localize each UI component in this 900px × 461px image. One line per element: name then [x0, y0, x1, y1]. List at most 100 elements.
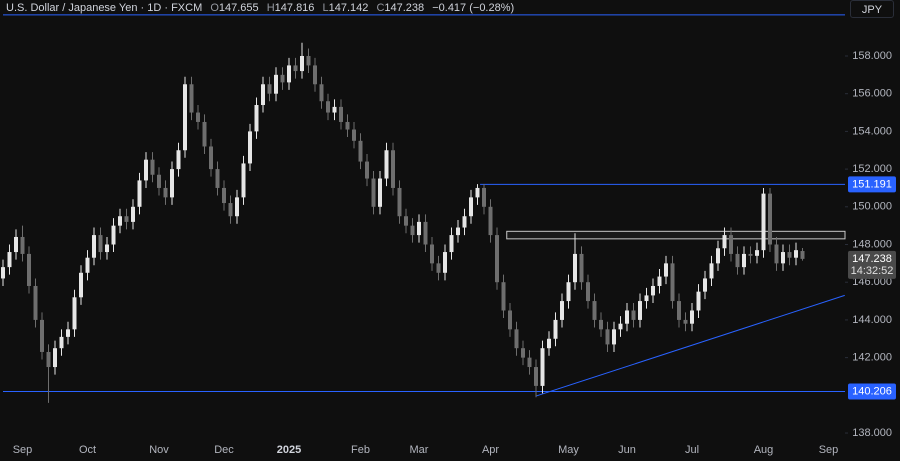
candle-body [105, 244, 109, 253]
candle-body [508, 310, 512, 330]
candle-body [124, 216, 129, 222]
candle-body [664, 263, 668, 277]
ohlc-label: H [266, 2, 275, 14]
x-tick-label: Nov [149, 444, 169, 456]
y-tick-label: 158.000 [852, 50, 892, 62]
candle-body [371, 178, 376, 207]
candle-body [326, 101, 330, 113]
candle-body [183, 84, 187, 151]
candle-body [683, 319, 688, 324]
candle-body [397, 187, 402, 217]
candle-body [423, 221, 428, 245]
x-tick-label: Dec [214, 444, 234, 456]
candle-body [703, 278, 707, 292]
candle-body [781, 252, 785, 264]
candle-body [352, 129, 356, 141]
y-tick-label: 156.000 [852, 88, 892, 100]
candle-body [293, 65, 298, 72]
currency-button[interactable]: JPY [850, 0, 894, 18]
candle-body [716, 248, 720, 264]
candle-body [157, 174, 161, 188]
candle-body [599, 319, 603, 330]
candle-body [358, 140, 363, 162]
candle-body [729, 235, 733, 254]
y-tick-label: 142.000 [852, 352, 892, 364]
candle-body [449, 235, 454, 253]
candle-body [118, 216, 122, 226]
candle-body [319, 84, 324, 102]
candle-body [469, 197, 473, 217]
candle-body [514, 329, 519, 349]
candle-body [774, 244, 779, 264]
candle-body [735, 253, 740, 268]
y-tick-label: 148.000 [852, 238, 892, 250]
countdown-label: 14:32:52 [851, 265, 894, 277]
candle-body [40, 319, 44, 352]
candle-body [254, 105, 259, 132]
y-tick-label: 144.000 [852, 314, 892, 326]
candle-body [430, 244, 434, 264]
candle-body [787, 252, 792, 258]
x-tick-label: Sep [13, 444, 33, 456]
candle-body [66, 329, 70, 337]
candle-body [384, 150, 389, 179]
candle-body [202, 121, 207, 147]
candle-body [98, 235, 103, 253]
candle-body [404, 216, 408, 226]
candle-body [677, 301, 681, 320]
candle-body [709, 263, 714, 279]
ohlc-value: 147.816 [274, 2, 315, 14]
candle-body [482, 187, 486, 207]
candle-body [241, 163, 246, 198]
candle-body [235, 197, 239, 217]
x-tick-label: Feb [351, 444, 370, 456]
candle-body [131, 206, 135, 222]
candle-body [690, 310, 694, 324]
candle-body [696, 291, 701, 311]
x-tick-label: Sep [819, 444, 839, 456]
candle-body [20, 236, 25, 254]
candle-body [547, 338, 551, 349]
candle-body [605, 329, 610, 345]
candle-body [495, 235, 499, 283]
ohlc-value: 147.238 [384, 2, 425, 14]
candle-body [345, 121, 350, 130]
ohlc-value: 147.655 [218, 2, 259, 14]
candle-body [1, 267, 5, 279]
candle-body [287, 65, 291, 83]
candle-body [27, 253, 31, 286]
y-tick-label: 152.000 [852, 163, 892, 175]
candle-body [313, 65, 317, 85]
candle-body [79, 272, 83, 298]
candle-body [14, 236, 18, 253]
y-tick-label: 146.000 [852, 276, 892, 288]
candle-body [586, 282, 590, 302]
candle-body [176, 150, 181, 170]
ohlc-label: L [322, 2, 329, 14]
candle-body [248, 131, 252, 164]
x-tick-label: Aug [754, 444, 774, 456]
level-label: 140.206 [852, 385, 892, 397]
candle-body [566, 282, 571, 302]
x-tick-label: Apr [482, 444, 499, 456]
candle-body [560, 301, 564, 320]
candle-body [670, 263, 675, 302]
y-tick-label: 150.000 [852, 201, 892, 213]
candle-body [339, 106, 343, 122]
candle-body [378, 178, 382, 207]
candle-body [742, 253, 746, 268]
x-tick-label: Jul [685, 444, 699, 456]
candle-body [261, 84, 265, 106]
candle-body [592, 301, 597, 320]
candle-body [501, 282, 506, 311]
level-label: 151.191 [852, 178, 892, 190]
candle-body [651, 285, 655, 296]
candle-body [553, 319, 558, 339]
candle-body [215, 169, 220, 188]
candle-body [644, 295, 649, 302]
candle-body [306, 55, 311, 66]
candle-body [59, 336, 64, 349]
x-tick-label: 2025 [277, 444, 301, 456]
last-price-bg [848, 250, 896, 279]
